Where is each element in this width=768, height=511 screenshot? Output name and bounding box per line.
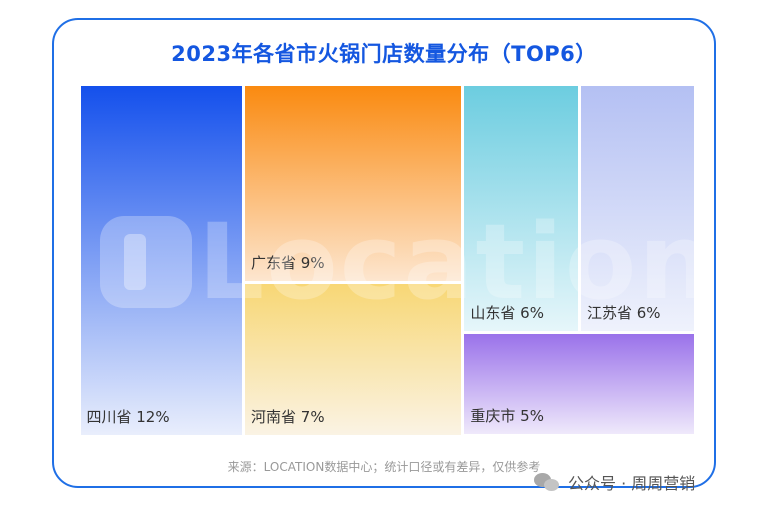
treemap-cell-5: 江苏省 6% xyxy=(580,85,695,331)
footer-account: 公众号 · 周周营销 xyxy=(534,470,695,494)
treemap-cell-2: 广东省 9% xyxy=(245,85,462,281)
treemap-cell-3: 河南省 7% xyxy=(245,283,462,435)
treemap-cell-1: 四川省 12% xyxy=(80,85,243,435)
treemap-label-2: 广东省 9% xyxy=(251,253,325,272)
treemap-label-6: 重庆市 5% xyxy=(470,407,544,426)
treemap-label-4: 山东省 6% xyxy=(470,303,544,322)
treemap-label-1: 四川省 12% xyxy=(86,407,170,426)
wechat-icon xyxy=(534,471,562,493)
treemap-cell-6: 重庆市 5% xyxy=(464,333,695,435)
treemap-label-3: 河南省 7% xyxy=(251,407,325,426)
source-note: 来源：LOCATION数据中心；统计口径或有差异，仅供参考 xyxy=(227,460,541,474)
chart-title: 2023年各省市火锅门店数量分布（TOP6） xyxy=(171,42,597,66)
treemap-label-5: 江苏省 6% xyxy=(586,303,661,322)
treemap-cell-4: 山东省 6% xyxy=(464,85,578,331)
footer-label: 公众号 · 周周营销 xyxy=(568,474,696,493)
